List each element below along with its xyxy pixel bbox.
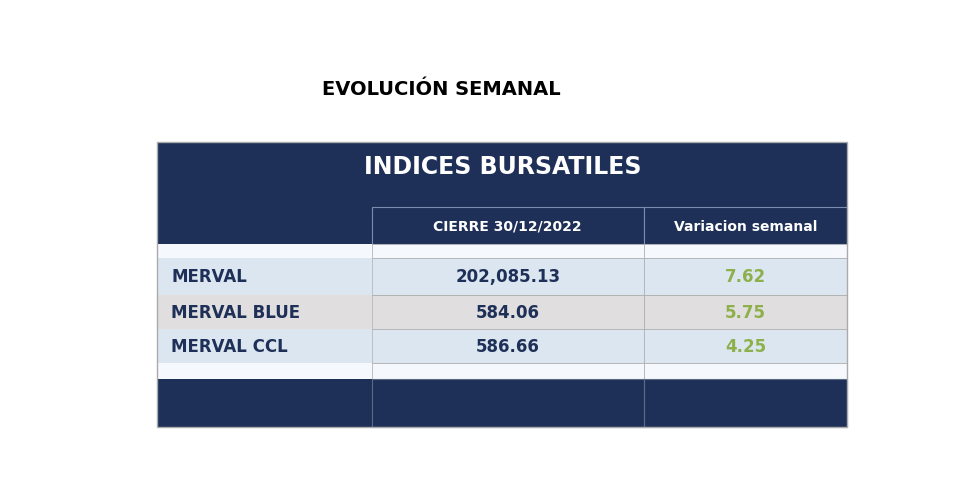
Bar [158,295,371,329]
Bar [644,329,847,363]
Text: MERVAL CCL: MERVAL CCL [172,337,288,355]
Bar [158,259,371,295]
Bar [371,329,644,363]
Text: 7.62: 7.62 [725,268,766,286]
Text: MERVAL: MERVAL [172,268,247,286]
Bar [371,259,644,295]
Bar [158,379,847,427]
Text: 5.75: 5.75 [725,303,766,321]
Bar [158,191,847,208]
Text: 586.66: 586.66 [475,337,540,355]
Bar [371,208,644,244]
Bar [158,143,847,191]
Text: 584.06: 584.06 [475,303,540,321]
Bar [644,208,847,244]
Bar [644,295,847,329]
Text: 4.25: 4.25 [725,337,766,355]
Bar [644,259,847,295]
Bar [158,363,847,379]
Text: 202,085.13: 202,085.13 [455,268,561,286]
Bar [158,329,371,363]
Bar [371,295,644,329]
Bar [644,379,847,427]
Bar [158,208,847,244]
Bar [371,363,644,379]
Text: INDICES BURSATILES: INDICES BURSATILES [364,155,641,179]
Bar [158,143,847,427]
Bar [644,244,847,259]
Bar [158,244,847,259]
Text: CIERRE 30/12/2022: CIERRE 30/12/2022 [433,219,582,233]
Text: Variacion semanal: Variacion semanal [674,219,817,233]
Bar [644,363,847,379]
Bar [371,379,644,427]
Text: EVOLUCIÓN SEMANAL: EVOLUCIÓN SEMANAL [322,80,561,99]
Text: MERVAL BLUE: MERVAL BLUE [172,303,301,321]
Bar [371,244,644,259]
